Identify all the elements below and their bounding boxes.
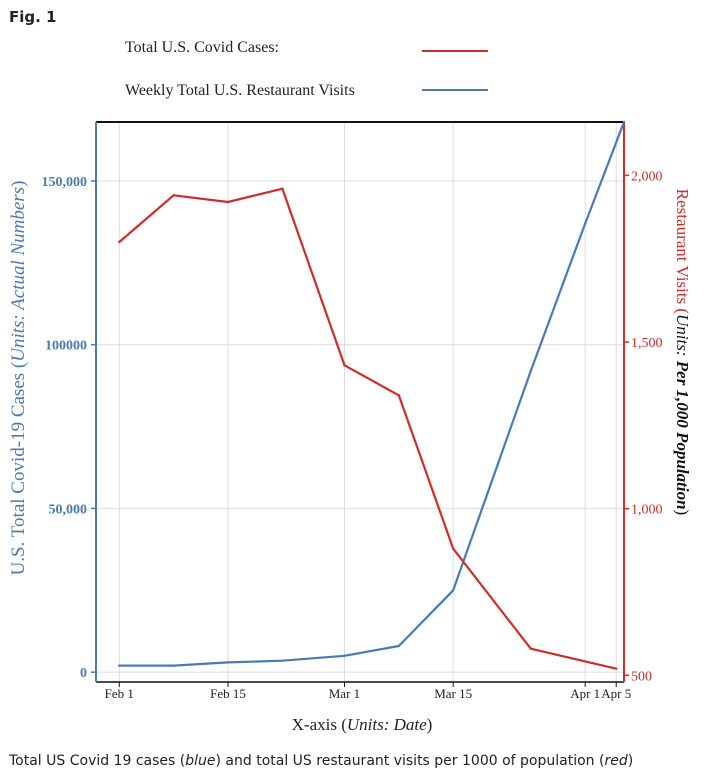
data-point-covid-cases [622,120,626,124]
data-point-covid-cases [118,664,121,667]
x-tick-label: Feb 1 [105,686,134,701]
series [118,120,626,670]
left-y-axis-label: U.S. Total Covid-19 Cases (Units: Actual… [8,181,29,576]
left-tick-label: 150,000 [42,175,88,190]
data-point-restaurant-visits [281,187,284,190]
data-point-restaurant-visits [343,364,346,367]
x-axis-label: X-axis (Units: Date) [292,715,433,734]
right-tick-label: 2,000 [631,169,663,184]
legend-label-restaurant-visits: Weekly Total U.S. Restaurant Visits [125,82,355,99]
x-tick-label: Feb 15 [210,686,246,701]
right-tick-label: 1,500 [631,336,663,351]
right-tick-label: 500 [631,669,652,684]
data-point-covid-cases [451,589,455,592]
data-point-covid-cases [343,654,346,658]
legend: Total U.S. Covid Cases: Weekly Total U.S… [125,39,488,99]
legend-label-covid-cases: Total U.S. Covid Cases: [125,39,279,56]
data-point-restaurant-visits [397,394,401,397]
data-point-restaurant-visits [529,647,533,650]
data-point-covid-cases [281,659,284,662]
data-point-restaurant-visits [451,547,455,550]
data-point-covid-cases [172,664,175,667]
data-point-covid-cases [583,222,587,225]
left-tick-label: 100000 [45,339,87,354]
x-tick-label: Mar 15 [434,686,472,701]
data-point-covid-cases [529,369,533,373]
data-point-restaurant-visits [226,200,230,204]
right-y-axis-label: Restaurant Visits (Units: Per 1,000 Popu… [673,189,692,515]
data-point-restaurant-visits [118,240,121,244]
left-tick-label: 0 [80,666,87,681]
plot-background [96,122,624,682]
left-tick-label: 50,000 [49,502,88,517]
data-point-restaurant-visits [615,667,618,670]
axis-ticks: Feb 1 Feb 15 Mar 1 Mar 15 Apr 1 Apr 5 0 50,000 1… [42,169,663,701]
x-tick-label: Apr 1 [570,686,600,701]
figure-label: Fig. 1 [9,8,57,26]
data-point-covid-cases [397,644,401,648]
x-tick-label: Apr 5 [601,686,631,701]
right-tick-label: 1,000 [631,503,663,518]
data-point-covid-cases [226,661,230,664]
figure-caption: Total US Covid 19 cases (blue) and total… [9,753,634,769]
grid [96,122,624,682]
plot-area [95,121,625,683]
data-point-restaurant-visits [172,194,175,197]
series-line-covid-cases [119,121,626,667]
x-tick-label: Mar 1 [329,686,360,701]
